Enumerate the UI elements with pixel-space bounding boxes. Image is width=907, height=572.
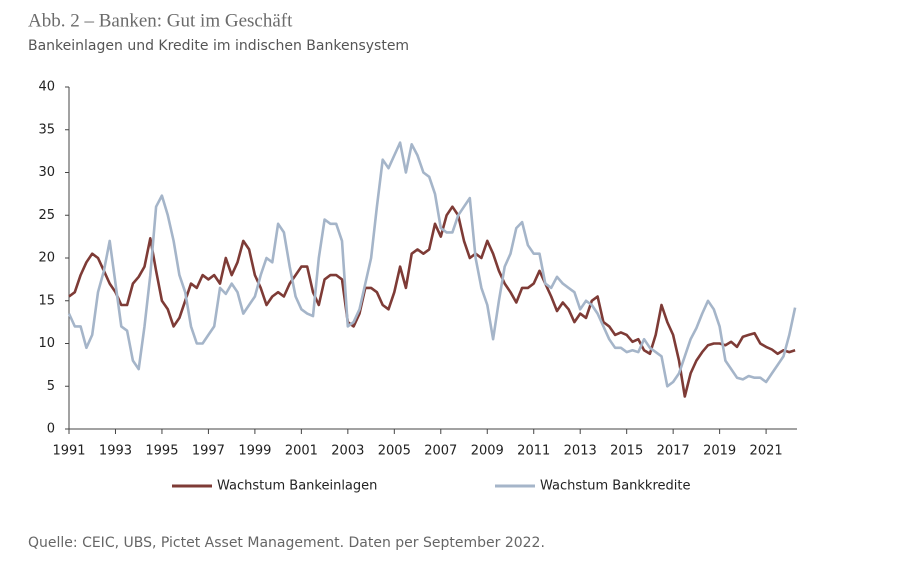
x-tick-label: 2009 [471,444,504,459]
y-tick-label: 35 [38,122,55,137]
x-tick-label: 2007 [424,444,457,459]
series-line [68,205,796,398]
y-tick-label: 5 [47,379,55,394]
legend-label: Wachstum Bankkredite [540,479,690,494]
x-tick-label: 1999 [238,444,271,459]
y-tick-label: 40 [38,80,55,95]
x-tick-label: 2019 [703,444,736,459]
x-tick-label: 2021 [750,444,783,459]
x-tick-label: 2005 [378,444,411,459]
x-tick-label: 2015 [610,444,643,459]
x-tick-label: 1991 [52,444,85,459]
legend-label: Wachstum Bankeinlagen [217,479,377,494]
x-tick-label: 1993 [99,444,132,459]
y-tick-label: 10 [38,336,55,351]
x-tick-label: 1997 [192,444,225,459]
x-tick-label: 1995 [145,444,178,459]
y-tick-label: 20 [38,251,55,266]
x-tick-label: 2003 [331,444,364,459]
chart-subtitle: Bankeinlagen und Kredite im indischen Ba… [28,38,409,54]
series-line [67,141,797,388]
x-tick-label: 2001 [285,444,318,459]
x-tick-label: 2011 [517,444,550,459]
y-tick-label: 30 [38,165,55,180]
y-tick-label: 15 [38,293,55,308]
y-tick-label: 0 [47,422,55,437]
y-tick-label: 25 [38,208,55,223]
x-tick-label: 2013 [564,444,597,459]
x-tick-label: 2017 [657,444,690,459]
source-note: Quelle: CEIC, UBS, Pictet Asset Manageme… [28,535,545,551]
chart-title: Abb. 2 – Banken: Gut im Geschäft [28,10,293,31]
